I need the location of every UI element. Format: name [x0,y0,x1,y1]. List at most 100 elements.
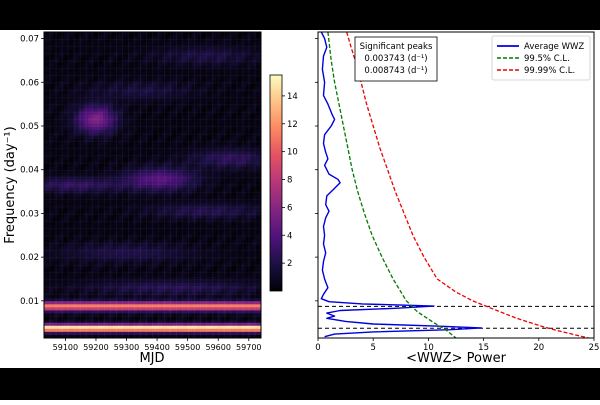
heatmap-cell [113,185,119,189]
heatmap-cell [73,139,80,143]
heatmap-cell [226,32,233,36]
heatmap-cell [142,175,149,180]
heatmap-cell [201,44,208,48]
heatmap-cell [137,292,144,296]
heatmap-cell [98,99,104,103]
heatmap-cell [63,154,70,159]
heatmap-cell [103,261,109,266]
heatmap-cell [211,77,218,82]
heatmap-cell [132,273,139,278]
heatmap-cell [142,120,149,125]
heatmap-cell [137,129,144,134]
heatmap-cell [256,319,261,324]
heatmap-cell [211,221,218,226]
heatmap-cell [73,215,80,220]
heatmap-cell [211,84,218,88]
heatmap-cell [93,71,99,76]
heatmap-cell [201,126,208,131]
heatmap-cell [211,178,218,183]
heatmap-cell [44,215,50,220]
heatmap-cell [157,279,163,284]
heatmap-cell [251,206,257,211]
heatmap-cell [137,56,144,61]
heatmap-cell [68,178,75,183]
heatmap-cell [117,209,124,214]
heatmap-cell [122,218,129,223]
heatmap-cell [63,191,70,195]
heatmap-cell [167,243,173,247]
heatmap-cell [53,282,60,287]
heatmap-cell [187,191,193,195]
heatmap-cell [147,185,154,189]
heatmap-cell [113,319,119,324]
heatmap-cell [256,169,261,174]
heatmap-cell [108,90,114,94]
heatmap-cell [122,166,129,171]
heatmap-cell [216,53,223,58]
heatmap-cell [201,169,208,174]
heatmap-cell [191,84,198,88]
heatmap-cell [88,301,94,305]
heatmap-cell [216,62,223,67]
heatmap-cell [162,105,168,110]
heatmap-cell [73,267,80,272]
heatmap-cell [177,233,183,238]
heatmap-cell [137,169,144,174]
heatmap-cell [177,227,183,232]
heatmap-cell [256,197,261,201]
heatmap-cell [93,197,99,201]
heatmap-cell [187,230,193,235]
heatmap-cell [231,261,237,266]
heatmap-cell [147,62,154,67]
heatmap-cell [177,32,183,36]
heatmap-cell [113,65,119,70]
heatmap-cell [88,175,94,180]
heatmap-cell [196,325,203,330]
heatmap-cell [206,136,213,140]
heatmap-cell [103,114,109,119]
heatmap-cell [182,261,188,266]
heatmap-cell [63,194,70,198]
heatmap-cell [226,123,233,128]
heatmap-cell [88,96,94,100]
heatmap-cell [98,240,104,244]
heatmap-cell [231,249,237,253]
heatmap-cell [142,185,149,189]
heatmap-cell [241,258,247,263]
heatmap-cell [58,160,65,165]
heatmap-cell [93,53,99,58]
heatmap-cell [241,215,247,220]
heatmap-cell [83,123,89,128]
heatmap-cell [137,249,144,253]
heatmap-cell [53,273,60,278]
heatmap-cell [132,328,139,333]
heatmap-cell [73,185,80,189]
heatmap-cell [103,108,109,113]
heatmap-cell [93,151,99,155]
heatmap-cell [162,307,168,312]
heatmap-cell [221,258,228,263]
heatmap-cell [48,233,55,238]
heatmap-cell [98,59,104,64]
heatmap-cell [177,246,183,250]
heatmap-cell [201,246,208,250]
heatmap-cell [182,102,188,107]
heatmap-cell [103,270,109,275]
heatmap-cell [142,105,149,110]
heatmap-cell [187,59,193,64]
heatmap-cell [147,93,154,97]
heatmap-cell [206,139,213,143]
heatmap-cell [221,307,228,312]
power-x-tick-label: 10 [423,343,434,353]
heatmap-cell [246,307,252,312]
heatmap-cell [187,77,193,82]
heatmap-cell [132,252,139,256]
heatmap-cell [83,148,89,152]
heatmap-cell [127,163,134,168]
heatmap-cell [201,270,208,275]
heatmap-cell [78,237,85,241]
heatmap-cell [127,77,134,82]
heatmap-cell [68,331,75,336]
heatmap-cell [196,279,203,284]
heatmap-cell [73,249,80,253]
